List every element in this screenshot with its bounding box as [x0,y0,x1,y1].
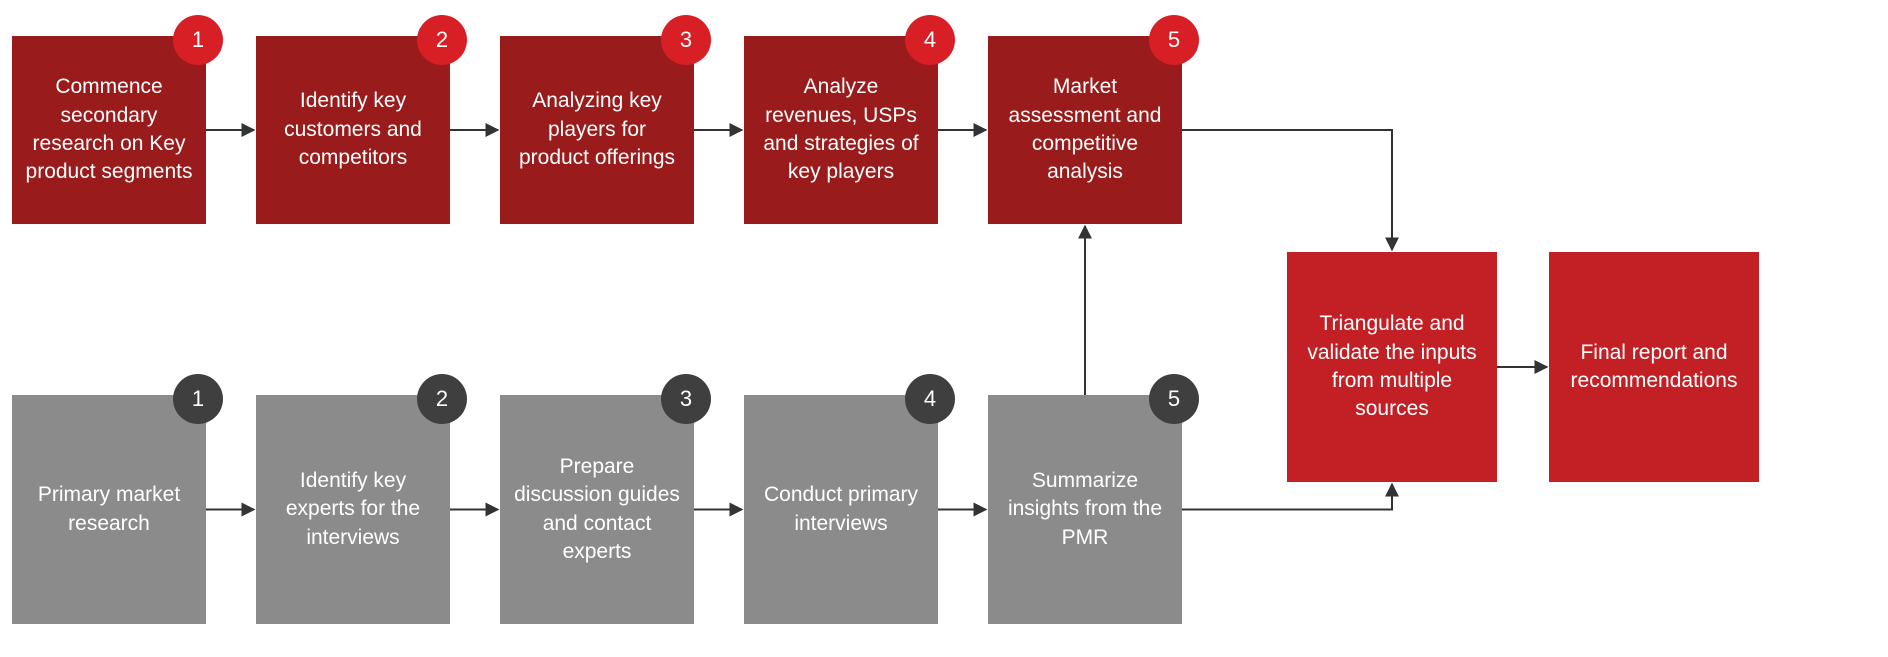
step-badge-top-5: 5 [1149,15,1199,65]
flow-box-label: Commence secondary research on Key produ… [24,73,194,186]
flow-box-final-report: Final report and recommendations [1549,252,1759,482]
flow-box-label: Conduct primary interviews [756,481,926,538]
flow-box-bottom-1: Primary market research [12,395,206,624]
step-badge-bottom-2: 2 [417,374,467,424]
flow-box-label: Final report and recommendations [1561,339,1747,396]
flow-box-bottom-2: Identify key experts for the interviews [256,395,450,624]
flow-box-label: Identify key customers and competitors [268,87,438,172]
flow-box-label: Identify key experts for the interviews [268,467,438,552]
flow-box-bottom-4: Conduct primary interviews [744,395,938,624]
flow-box-label: Triangulate and validate the inputs from… [1299,310,1485,423]
flow-box-top-3: Analyzing key players for product offeri… [500,36,694,224]
flow-box-top-2: Identify key customers and competitors [256,36,450,224]
flow-box-label: Primary market research [24,481,194,538]
flow-box-top-5: Market assessment and competitive analys… [988,36,1182,224]
flow-box-top-4: Analyze revenues, USPs and strategies of… [744,36,938,224]
flow-box-label: Summarize insights from the PMR [1000,467,1170,552]
flow-box-triangulate: Triangulate and validate the inputs from… [1287,252,1497,482]
step-badge-top-2: 2 [417,15,467,65]
step-badge-top-1: 1 [173,15,223,65]
flowchart-stage: Commence secondary research on Key produ… [0,0,1888,657]
step-badge-bottom-4: 4 [905,374,955,424]
flow-box-bottom-3: Prepare discussion guides and contact ex… [500,395,694,624]
flow-box-top-1: Commence secondary research on Key produ… [12,36,206,224]
flow-box-label: Analyze revenues, USPs and strategies of… [756,73,926,186]
flow-box-label: Analyzing key players for product offeri… [512,87,682,172]
step-badge-bottom-3: 3 [661,374,711,424]
step-badge-bottom-5: 5 [1149,374,1199,424]
flow-box-label: Prepare discussion guides and contact ex… [512,453,682,566]
step-badge-top-3: 3 [661,15,711,65]
step-badge-bottom-1: 1 [173,374,223,424]
flow-box-label: Market assessment and competitive analys… [1000,73,1170,186]
flow-box-bottom-5: Summarize insights from the PMR [988,395,1182,624]
step-badge-top-4: 4 [905,15,955,65]
